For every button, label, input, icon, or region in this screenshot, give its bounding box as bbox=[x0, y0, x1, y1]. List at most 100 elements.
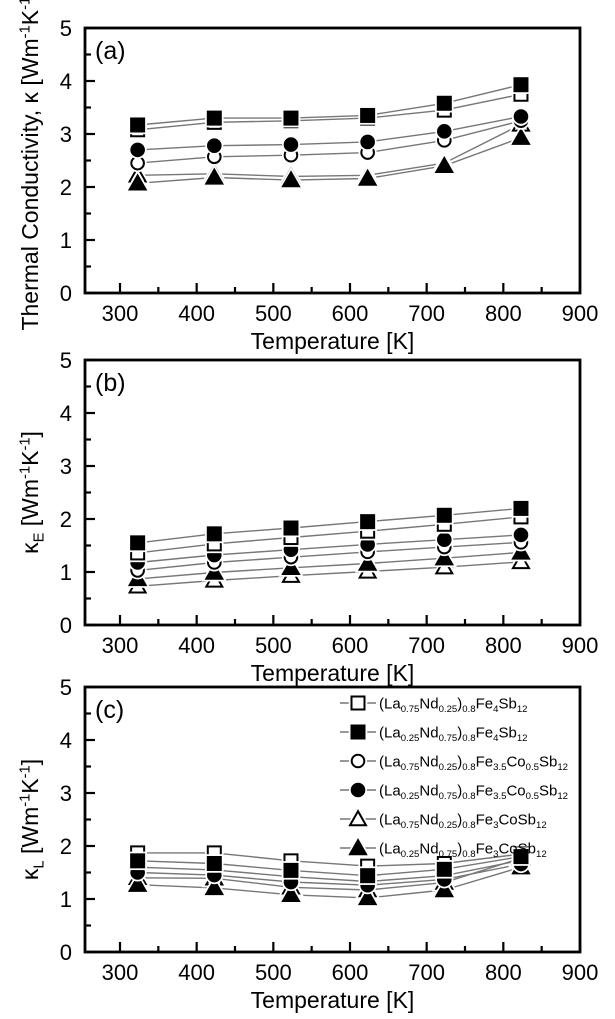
y-tick-label: 3 bbox=[60, 454, 72, 479]
x-tick-label: 900 bbox=[562, 301, 599, 326]
data-point-marker-triangle-filled bbox=[127, 173, 148, 191]
data-point-marker-circle-filled bbox=[513, 527, 529, 543]
y-tick-label: 4 bbox=[60, 401, 72, 426]
y-tick-label: 0 bbox=[60, 940, 72, 965]
y-tick-label: 5 bbox=[60, 348, 72, 373]
legend: (La0.75Nd0.25)0.8Fe4Sb12 (La0.25Nd0.75)0.… bbox=[340, 693, 568, 860]
series-triangle-filled bbox=[124, 853, 534, 907]
data-point-marker-circle-filled bbox=[207, 138, 222, 153]
data-point-marker-triangle-filled bbox=[434, 548, 455, 566]
y-axis: 0 1 2 3 4 5 bbox=[60, 675, 95, 965]
x-tick-label: 900 bbox=[562, 633, 599, 658]
data-point-marker-circle-filled bbox=[283, 137, 299, 152]
x-tick-label: 600 bbox=[332, 633, 369, 658]
data-point-marker-triangle-open bbox=[348, 809, 368, 827]
y-tick-label: 1 bbox=[60, 228, 72, 253]
x-tick-label: 600 bbox=[332, 960, 369, 985]
y-tick-label: 4 bbox=[60, 69, 72, 94]
data-point-marker-square-filled bbox=[513, 849, 529, 865]
series-line-square-open bbox=[137, 852, 522, 867]
series-line-triangle-filled bbox=[137, 551, 522, 580]
legend-entry: (La0.25Nd0.75)0.8Fe3.5Co0.5Sb12 bbox=[340, 780, 568, 803]
data-point-marker-square-filled bbox=[130, 853, 146, 869]
panel-label: (c) bbox=[95, 696, 124, 724]
legend-entry: (La0.25Nd0.75)0.8Fe3CoSb12 bbox=[340, 834, 547, 860]
data-point-marker-triangle-filled bbox=[204, 878, 225, 896]
series-line-triangle-filled bbox=[137, 866, 522, 899]
data-point-marker-triangle-filled bbox=[357, 553, 378, 571]
y-tick-label: 3 bbox=[60, 122, 72, 147]
legend-entry: (La0.75Nd0.25)0.8Fe4Sb12 bbox=[340, 693, 527, 715]
y-axis-title: Thermal Conductivity, κ [Wm-1K-1] bbox=[17, 0, 43, 331]
data-point-marker-circle-filled bbox=[437, 124, 452, 139]
data-point-marker-triangle-filled bbox=[511, 127, 531, 145]
data-point-marker-circle-filled bbox=[360, 134, 375, 150]
series-square-filled bbox=[128, 499, 531, 553]
x-axis: 300 400 500 600 700 800 900 bbox=[102, 942, 599, 985]
y-tick-label: 0 bbox=[60, 613, 72, 638]
legend-entry: (La0.25Nd0.75)0.8Fe4Sb12 bbox=[340, 722, 527, 744]
data-point-marker-triangle-filled bbox=[434, 155, 455, 173]
x-tick-label: 400 bbox=[178, 633, 215, 658]
series-line-circle-filled bbox=[137, 115, 522, 151]
data-point-marker-triangle-filled bbox=[357, 888, 378, 906]
series-line-square-filled bbox=[137, 507, 522, 544]
y-tick-label: 5 bbox=[60, 16, 72, 41]
series-line-square-open bbox=[137, 516, 522, 554]
legend-entry: (La0.75Nd0.25)0.8Fe3CoSb12 bbox=[340, 805, 547, 831]
data-point-marker-square-filled bbox=[206, 110, 222, 126]
data-point-marker-square-filled bbox=[206, 526, 222, 542]
y-tick-label: 2 bbox=[60, 175, 72, 200]
series-circle-open bbox=[128, 111, 531, 173]
data-point-marker-square-filled bbox=[513, 77, 529, 93]
x-tick-label: 700 bbox=[408, 633, 445, 658]
series-line-circle-open bbox=[137, 859, 522, 883]
series-line-square-filled bbox=[137, 84, 522, 126]
x-axis-title: Temperature [K] bbox=[251, 987, 415, 1013]
x-tick-label: 400 bbox=[178, 301, 215, 326]
x-tick-label: 900 bbox=[562, 960, 599, 985]
data-point-marker-triangle-filled bbox=[357, 168, 378, 186]
data-point-marker-triangle-filled bbox=[281, 557, 301, 575]
data-point-marker-square-filled bbox=[130, 535, 146, 551]
y-axis-title: κE [Wm-1K-1] bbox=[17, 431, 48, 554]
y-tick-label: 2 bbox=[60, 834, 72, 859]
data-point-marker-triangle-filled bbox=[204, 562, 225, 580]
y-axis-title: κL [Wm-1K-1] bbox=[17, 759, 48, 880]
series-line-square-filled bbox=[137, 855, 522, 877]
data-point-marker-square-filled bbox=[283, 110, 299, 126]
x-tick-label: 500 bbox=[255, 960, 292, 985]
x-tick-label: 300 bbox=[102, 301, 139, 326]
x-tick-label: 600 bbox=[332, 301, 369, 326]
x-tick-label: 300 bbox=[102, 633, 139, 658]
x-tick-label: 800 bbox=[485, 633, 522, 658]
y-axis: 0 1 2 3 4 5 bbox=[60, 348, 95, 638]
series-line-triangle-filled bbox=[137, 137, 522, 184]
x-tick-label: 700 bbox=[408, 301, 445, 326]
legend-label: (La0.25Nd0.75)0.8Fe3.5Co0.5Sb12 bbox=[379, 783, 568, 803]
legend-entry: (La0.75Nd0.25)0.8Fe3.5Co0.5Sb12 bbox=[340, 751, 568, 773]
data-point-marker-triangle-filled bbox=[281, 170, 301, 188]
x-axis-title: Temperature [K] bbox=[251, 660, 415, 686]
series-circle-filled bbox=[128, 107, 531, 159]
y-tick-label: 5 bbox=[60, 675, 72, 700]
data-point-marker-triangle-filled bbox=[281, 884, 301, 902]
data-point-marker-square-filled bbox=[513, 500, 529, 516]
data-point-marker-square-filled bbox=[350, 724, 366, 740]
series-line-triangle-open bbox=[137, 857, 522, 891]
series-line-circle-filled bbox=[137, 863, 522, 886]
data-point-marker-square-open bbox=[350, 695, 366, 711]
data-point-marker-square-filled bbox=[130, 117, 146, 133]
data-point-marker-square-filled bbox=[206, 855, 222, 871]
x-axis: 300 400 500 600 700 800 900 bbox=[102, 615, 599, 658]
data-point-marker-square-filled bbox=[360, 514, 376, 530]
x-tick-label: 800 bbox=[485, 301, 522, 326]
series-square-filled bbox=[128, 847, 531, 885]
series-line-triangle-open bbox=[137, 561, 522, 587]
x-tick-label: 500 bbox=[255, 301, 292, 326]
series-line-triangle-open bbox=[137, 123, 522, 178]
y-tick-label: 4 bbox=[60, 728, 72, 753]
data-point-marker-circle-filled bbox=[130, 142, 145, 158]
data-point-marker-square-filled bbox=[436, 861, 452, 877]
